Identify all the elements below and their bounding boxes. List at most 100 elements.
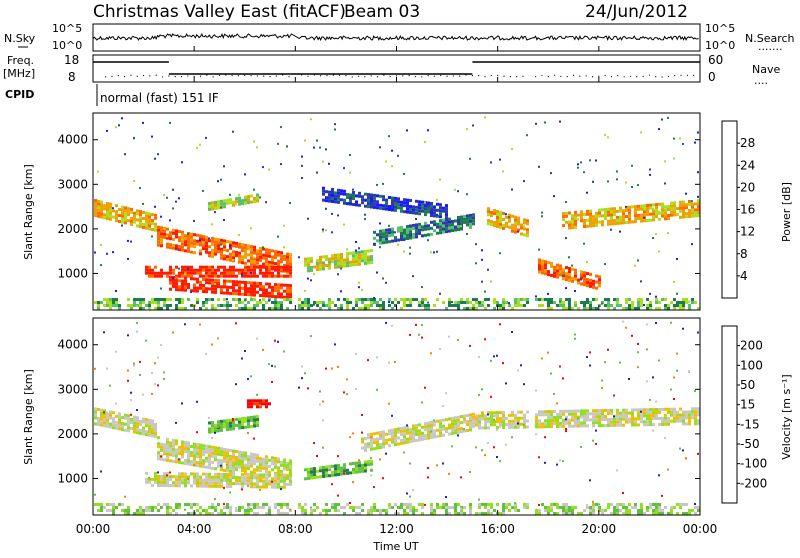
heatmap-cell [556, 269, 559, 273]
ground-scatter-cell [124, 509, 127, 512]
heatmap-cell [394, 428, 397, 432]
heatmap-cell [253, 476, 256, 480]
heatmap-cell [118, 427, 121, 431]
heatmap-cell [412, 436, 415, 440]
heatmap-cell [145, 480, 148, 484]
heatmap-cell [325, 471, 328, 475]
noise-cell [652, 207, 654, 210]
noise-cell [304, 139, 306, 142]
heatmap-cell [289, 462, 292, 466]
heatmap-cell [349, 471, 352, 475]
heatmap-cell [106, 424, 109, 428]
heatmap-cell [382, 238, 385, 242]
heatmap-cell [283, 461, 286, 465]
heatmap-cell [133, 427, 136, 431]
heatmap-cell [580, 421, 583, 425]
noise-cell [439, 292, 441, 295]
heatmap-cell [535, 425, 538, 429]
noise-cell [157, 384, 159, 387]
noise-cell [325, 148, 327, 151]
heatmap-cell [490, 420, 493, 424]
ground-scatter-cell [247, 307, 250, 310]
heatmap-cell [184, 462, 187, 465]
heatmap-cell [235, 200, 238, 204]
heatmap-cell [388, 432, 391, 436]
heatmap-cell [589, 284, 592, 288]
heatmap-cell [619, 420, 622, 424]
noise-cell [130, 413, 132, 416]
noise-cell [559, 120, 561, 123]
heatmap-cell [271, 265, 274, 269]
heatmap-cell [559, 424, 562, 428]
heatmap-cell [430, 427, 433, 430]
ground-scatter-cell [325, 304, 328, 307]
ground-scatter-cell [544, 506, 547, 509]
heatmap-cell [130, 222, 133, 226]
heatmap-cell [259, 249, 262, 253]
heatmap-cell [652, 417, 655, 421]
heatmap-cell [541, 422, 544, 426]
heatmap-cell [415, 211, 418, 215]
heatmap-cell [184, 237, 187, 241]
freq-tick-top: 18 [64, 53, 79, 67]
heatmap-cell [364, 469, 367, 473]
nave-point [206, 74, 208, 76]
heatmap-cell [136, 416, 139, 420]
heatmap-cell [628, 420, 631, 424]
heatmap-cell [262, 294, 265, 298]
heatmap-cell [385, 231, 388, 235]
ground-scatter-cell [421, 298, 424, 301]
heatmap-cell [388, 205, 391, 208]
ground-scatter-cell [307, 298, 310, 301]
heatmap-cell [214, 446, 217, 450]
heatmap-cell [271, 288, 274, 292]
ground-scatter-cell [616, 503, 619, 506]
heatmap-cell [241, 202, 244, 206]
heatmap-cell [280, 473, 283, 477]
noise-cell [217, 337, 219, 340]
heatmap-cell [184, 475, 187, 479]
heatmap-cell [217, 452, 220, 456]
heatmap-cell [373, 236, 376, 240]
heatmap-cell [565, 275, 568, 279]
nave-point [142, 74, 145, 77]
ground-scatter-cell [199, 512, 202, 515]
noise-cell [337, 273, 339, 276]
noise-cell [580, 446, 582, 448]
heatmap-cell [556, 419, 559, 422]
noise-cell [625, 205, 627, 208]
heatmap-cell [310, 268, 313, 272]
heatmap-cell [409, 205, 412, 208]
heatmap-cell [631, 220, 634, 224]
heatmap-cell [277, 274, 280, 278]
heatmap-cell [133, 418, 136, 422]
ground-scatter-cell [289, 298, 292, 301]
nave-point [686, 74, 688, 76]
heatmap-cell [604, 415, 607, 418]
ground-scatter-cell [655, 301, 658, 304]
ground-scatter-cell [553, 503, 556, 506]
heatmap-cell [634, 423, 637, 427]
heatmap-cell [124, 221, 127, 225]
ground-scatter-cell [268, 506, 271, 509]
ground-scatter-cell [688, 304, 691, 307]
heatmap-cell [655, 417, 658, 420]
ground-scatter-cell [562, 512, 565, 515]
heatmap-cell [457, 421, 460, 425]
noise-cell [559, 365, 561, 368]
heatmap-cell [142, 210, 145, 214]
heatmap-cell [241, 286, 244, 290]
heatmap-cell [367, 442, 370, 446]
noise-cell [385, 160, 387, 163]
ground-scatter-cell [502, 301, 505, 304]
heatmap-cell [610, 423, 613, 427]
heatmap-cell [184, 274, 187, 278]
heatmap-cell [271, 477, 274, 481]
heatmap-cell [430, 232, 433, 236]
noise-cell [496, 354, 498, 357]
heatmap-cell [391, 437, 394, 441]
heatmap-cell [595, 412, 598, 416]
heatmap-cell [196, 271, 199, 275]
heatmap-cell [499, 420, 502, 424]
nave-point [263, 75, 265, 77]
